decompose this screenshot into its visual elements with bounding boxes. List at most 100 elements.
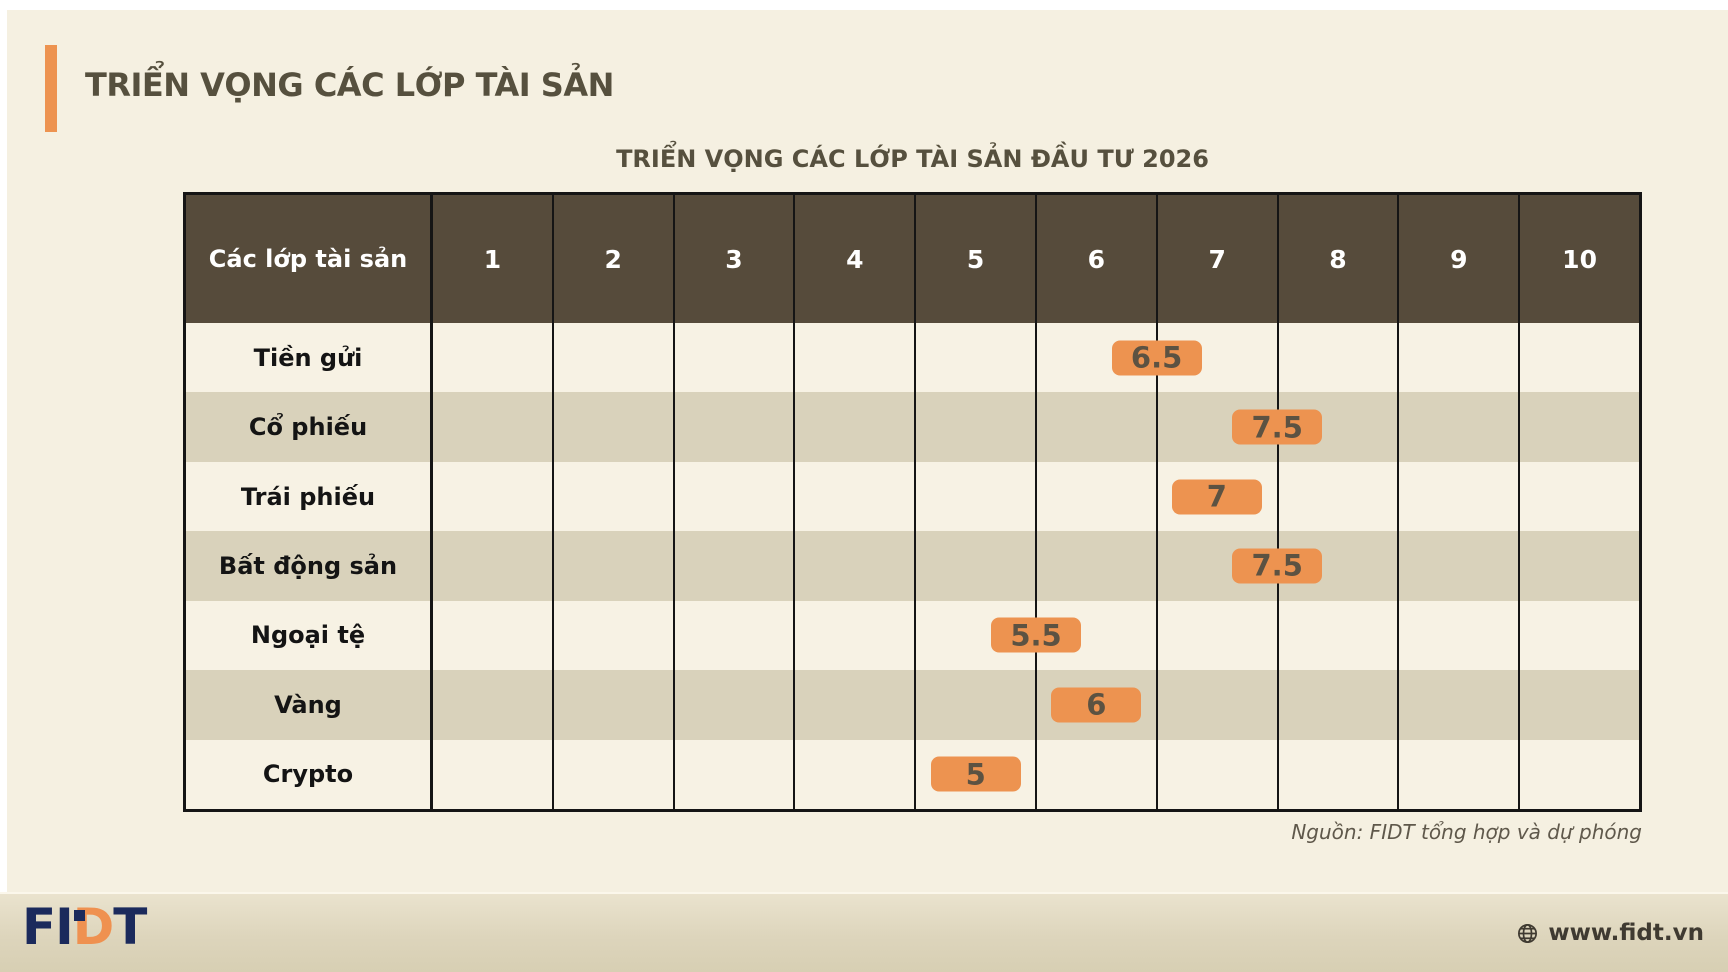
- left-edge: [0, 0, 7, 892]
- grid-cell: [433, 323, 554, 393]
- grid-cell: [554, 461, 675, 532]
- grid-cell: [1037, 392, 1158, 462]
- grid-cell: [795, 600, 917, 671]
- grid-cell: [675, 531, 796, 601]
- column-header: 9: [1399, 195, 1521, 323]
- ratings-table: Các lớp tài sản 1 2 3 4 5 6 7 8 9 10 Tiền gửi 6.5 C…: [183, 192, 1642, 812]
- row-label: Cổ phiếu: [186, 392, 433, 462]
- grid-cell: [1399, 531, 1521, 601]
- grid-cell: [433, 739, 554, 809]
- grid-cell: [675, 670, 796, 740]
- row-plot-area: 6: [433, 670, 1639, 740]
- grid-cell: [795, 739, 917, 809]
- logo-notch: [73, 910, 85, 921]
- grid-cell: [554, 531, 675, 601]
- grid-cell: [554, 739, 675, 809]
- grid-cell: [1399, 670, 1521, 740]
- grid-cell: [1279, 461, 1400, 532]
- grid-cell: [554, 670, 675, 740]
- grid-cell: [1158, 600, 1279, 671]
- fidt-logo: FID T: [22, 897, 147, 957]
- grid-cell: [1037, 670, 1158, 740]
- grid-cell: [795, 461, 917, 532]
- grid-cell: [1279, 670, 1400, 740]
- grid-cell: [1037, 531, 1158, 601]
- grid-cell: [1399, 739, 1521, 809]
- grid-cell: [1037, 461, 1158, 532]
- grid-cell: [675, 739, 796, 809]
- row-label: Ngoại tệ: [186, 600, 433, 671]
- grid-cell: [675, 461, 796, 532]
- grid-cell: [433, 531, 554, 601]
- grid-cell: [1158, 461, 1279, 532]
- grid-cell: [1158, 739, 1279, 809]
- grid-cell: [1279, 392, 1400, 462]
- row-plot-area: 7.5: [433, 392, 1639, 462]
- grid-cell: [675, 323, 796, 393]
- column-header: 1: [433, 195, 554, 323]
- website-text: www.fidt.vn: [1548, 920, 1704, 946]
- value-badge: 6.5: [1111, 340, 1202, 376]
- grid-cell: [1399, 600, 1521, 671]
- logo-letter-d: D: [72, 898, 115, 956]
- slide-title: TRIỂN VỌNG CÁC LỚP TÀI SẢN: [85, 66, 614, 104]
- table-header-row: Các lớp tài sản 1 2 3 4 5 6 7 8 9 10: [186, 195, 1639, 323]
- grid-cell: [795, 670, 917, 740]
- grid-cell: [1279, 600, 1400, 671]
- table-row: Vàng 6: [186, 670, 1639, 740]
- row-label: Tiền gửi: [186, 323, 433, 393]
- grid-cell: [675, 392, 796, 462]
- column-header: 7: [1158, 195, 1279, 323]
- grid-cell: [433, 461, 554, 532]
- grid-cell: [916, 323, 1037, 393]
- grid-cell: [1520, 740, 1639, 809]
- logo-letter-t: T: [113, 898, 147, 956]
- row-plot-area: 6.5: [433, 323, 1639, 393]
- grid-cell: [433, 670, 554, 740]
- table-row: Ngoại tệ 5.5: [186, 600, 1639, 671]
- grid-cell: [675, 600, 796, 671]
- row-plot-area: 5: [433, 739, 1639, 809]
- grid-cell: [1520, 323, 1639, 392]
- table-row: Trái phiếu 7: [186, 461, 1639, 532]
- grid-cell: [1279, 531, 1400, 601]
- grid-cell: [916, 739, 1037, 809]
- value-badge: 5: [930, 756, 1021, 792]
- row-label: Vàng: [186, 670, 433, 740]
- grid-cell: [916, 461, 1037, 532]
- header-scale-area: 1 2 3 4 5 6 7 8 9 10: [433, 195, 1639, 323]
- row-label: Crypto: [186, 739, 433, 809]
- grid-cell: [1399, 323, 1521, 393]
- globe-icon: [1516, 922, 1539, 945]
- grid-cell: [1520, 462, 1639, 531]
- column-header: 10: [1562, 244, 1597, 274]
- title-accent-bar: [45, 45, 57, 132]
- grid-cell: [1279, 739, 1400, 809]
- grid-cell: [1158, 670, 1279, 740]
- source-note: Nguồn: FIDT tổng hợp và dự phóng: [1291, 820, 1642, 844]
- logo-letters-fi: FI: [22, 898, 74, 956]
- grid-cell: [554, 323, 675, 393]
- column-header: 4: [795, 195, 917, 323]
- row-plot-area: 7.5: [433, 531, 1639, 601]
- column-header: 2: [554, 195, 675, 323]
- row-label: Bất động sản: [186, 531, 433, 601]
- grid-cell: [1399, 461, 1521, 532]
- grid-cell: [1037, 739, 1158, 809]
- top-edge: [0, 0, 1728, 10]
- value-badge: 7: [1171, 479, 1262, 515]
- grid-cell: [1399, 392, 1521, 462]
- corner-header: Các lớp tài sản: [186, 195, 433, 323]
- grid-cell: [1520, 670, 1639, 739]
- table-body: Tiền gửi 6.5 Cổ phiếu 7.5 Trái phiếu 7 Bất độn…: [186, 323, 1639, 809]
- footer-band: [0, 892, 1728, 972]
- grid-cell: [795, 392, 917, 462]
- grid-cell: [554, 392, 675, 462]
- grid-cell: [1037, 600, 1158, 671]
- grid-cell: [795, 531, 917, 601]
- table-row: Bất động sản 7.5: [186, 531, 1639, 601]
- grid-cell: [795, 323, 917, 393]
- grid-cell: [1279, 323, 1400, 393]
- column-header: 5: [916, 195, 1037, 323]
